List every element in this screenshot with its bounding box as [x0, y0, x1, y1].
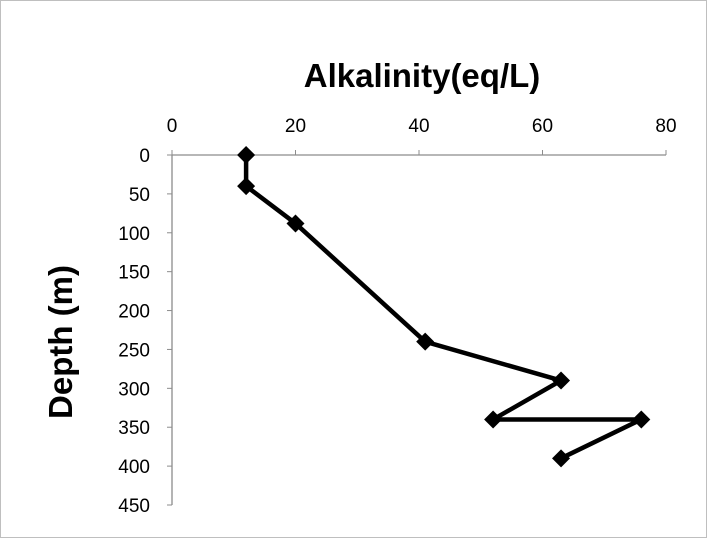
- x-tick-label: 0: [167, 116, 178, 137]
- data-series: [237, 146, 651, 468]
- y-tick-label: 50: [129, 185, 150, 206]
- y-tick-label: 100: [118, 224, 150, 245]
- x-tick-label: 40: [408, 116, 429, 137]
- y-tick-label: 200: [118, 302, 150, 323]
- y-axis-label: Depth (m): [42, 265, 79, 419]
- tick-labels: 0 20 40 60 80 0 50 100 150 200 250 300 350 400 450: [118, 116, 676, 517]
- chart-title: Alkalinity(eq/L): [304, 57, 541, 94]
- data-point-marker: [552, 449, 571, 468]
- x-tick-label: 20: [285, 116, 306, 137]
- x-tick-label: 60: [532, 116, 553, 137]
- y-tick-label: 400: [118, 457, 150, 478]
- axes: [167, 150, 667, 506]
- y-tick-label: 150: [118, 263, 150, 284]
- data-point-marker: [286, 214, 305, 233]
- data-point-marker: [632, 410, 651, 429]
- data-point-marker: [237, 146, 256, 164]
- data-point-marker: [416, 332, 435, 351]
- x-tick-label: 80: [655, 116, 676, 137]
- y-tick-label: 300: [118, 379, 150, 400]
- data-point-marker: [237, 177, 256, 196]
- data-point-marker: [484, 410, 503, 429]
- y-tick-label: 250: [118, 340, 150, 361]
- y-tick-label: 0: [139, 146, 150, 167]
- y-tick-label: 350: [118, 418, 150, 439]
- y-tick-label: 450: [118, 496, 150, 517]
- data-point-marker: [552, 371, 571, 390]
- series-line: [243, 155, 644, 461]
